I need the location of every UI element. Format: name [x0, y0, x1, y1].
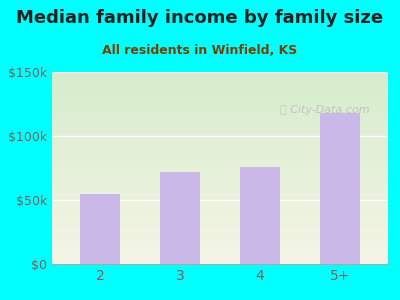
Bar: [320, 113, 360, 264]
Text: All residents in Winfield, KS: All residents in Winfield, KS: [102, 44, 298, 56]
Bar: [240, 167, 280, 264]
Bar: [80, 194, 120, 264]
Text: Median family income by family size: Median family income by family size: [16, 9, 384, 27]
Bar: [160, 172, 200, 264]
Text: Ⓣ City-Data.com: Ⓣ City-Data.com: [280, 105, 370, 116]
